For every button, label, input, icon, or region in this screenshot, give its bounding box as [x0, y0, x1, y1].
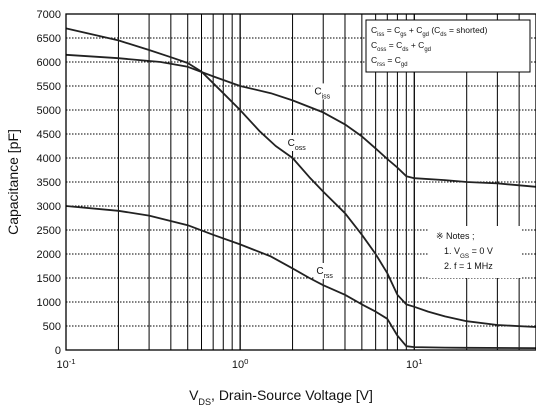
notes-box: ※ Notes ; 1. VGS = 0 V2. f = 1 MHz: [428, 226, 522, 278]
series-label-bg: [312, 83, 341, 100]
y-tick-label: 6500: [37, 33, 61, 45]
notes-background: [428, 226, 522, 278]
y-axis-label: Capacitance [pF]: [5, 129, 21, 235]
series-label-iss: Ciss: [314, 86, 330, 100]
y-tick-labels: 0 500 1000 1500 2000 2500 3000 3500 4000 4500 5000…: [37, 9, 61, 357]
notes-item: 1. VGS = 0 V: [444, 246, 493, 260]
legend-entry: Ciss = Cgs + Cgd (Cds = shorted): [371, 25, 488, 38]
series-line-oss: [65, 27, 536, 328]
series-label-bg: [314, 263, 343, 279]
y-tick-label: 2000: [37, 249, 61, 261]
legend-box: [365, 19, 531, 73]
y-tick-label: 4500: [37, 129, 61, 141]
y-tick-label: 500: [43, 321, 61, 333]
legend-entry: Coss = Cds + Cgd: [371, 40, 431, 53]
series-label-bg: [285, 135, 314, 151]
series-label-oss: Coss: [288, 138, 307, 152]
y-tick-label: 0: [55, 345, 61, 357]
y-tick-label: 5500: [37, 81, 61, 93]
legend: Ciss = Cgs + Cgd (Cds = shorted) Coss = C…: [365, 19, 531, 73]
y-tick-label: 2500: [37, 225, 61, 237]
x-tick-label: 101: [406, 357, 423, 372]
x-tick-label: 100: [232, 357, 249, 372]
series-labels: Ciss Coss Crss: [285, 83, 343, 280]
y-tick-label: 6000: [37, 57, 61, 69]
x-tick-label: 10-1: [56, 357, 75, 372]
y-tick-label: 1000: [37, 297, 61, 309]
plot-frame: [65, 13, 536, 351]
y-tick-label: 4000: [37, 153, 61, 165]
series-label-rss: Crss: [316, 266, 333, 280]
series-lines: [65, 27, 536, 349]
y-tick-label: 3500: [37, 177, 61, 189]
series-line-rss: [65, 205, 536, 349]
notes-item: 2. f = 1 MHz: [444, 261, 493, 271]
x-tick-labels: 10-1 100 101: [56, 357, 422, 372]
y-tick-label: 5000: [37, 105, 61, 117]
legend-entry: Crss = Cgd: [371, 55, 408, 68]
notes-title: ※ Notes ;: [436, 231, 475, 241]
y-tick-label: 1500: [37, 273, 61, 285]
x-axis-label: VDS, Drain-Source Voltage [V]: [189, 387, 373, 407]
y-tick-label: 3000: [37, 201, 61, 213]
series-line-iss: [65, 53, 536, 188]
y-tick-label: 7000: [37, 9, 61, 21]
